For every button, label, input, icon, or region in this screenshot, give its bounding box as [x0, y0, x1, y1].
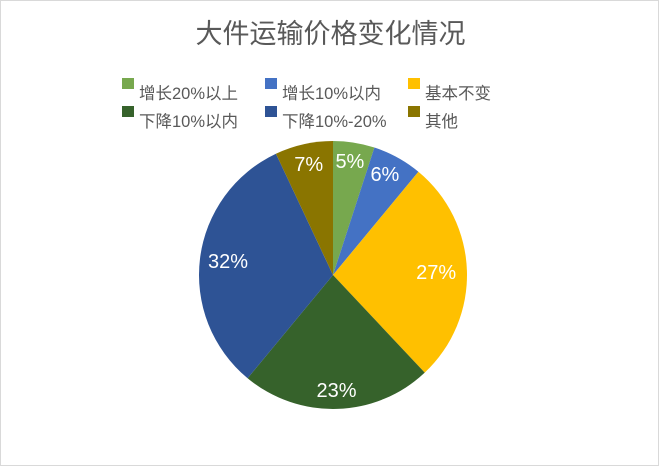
svg-text:32%: 32%: [208, 251, 248, 273]
svg-text:6%: 6%: [370, 164, 399, 186]
svg-text:7%: 7%: [294, 154, 323, 176]
svg-text:27%: 27%: [416, 262, 456, 284]
svg-text:5%: 5%: [335, 151, 364, 173]
svg-text:23%: 23%: [316, 380, 356, 402]
